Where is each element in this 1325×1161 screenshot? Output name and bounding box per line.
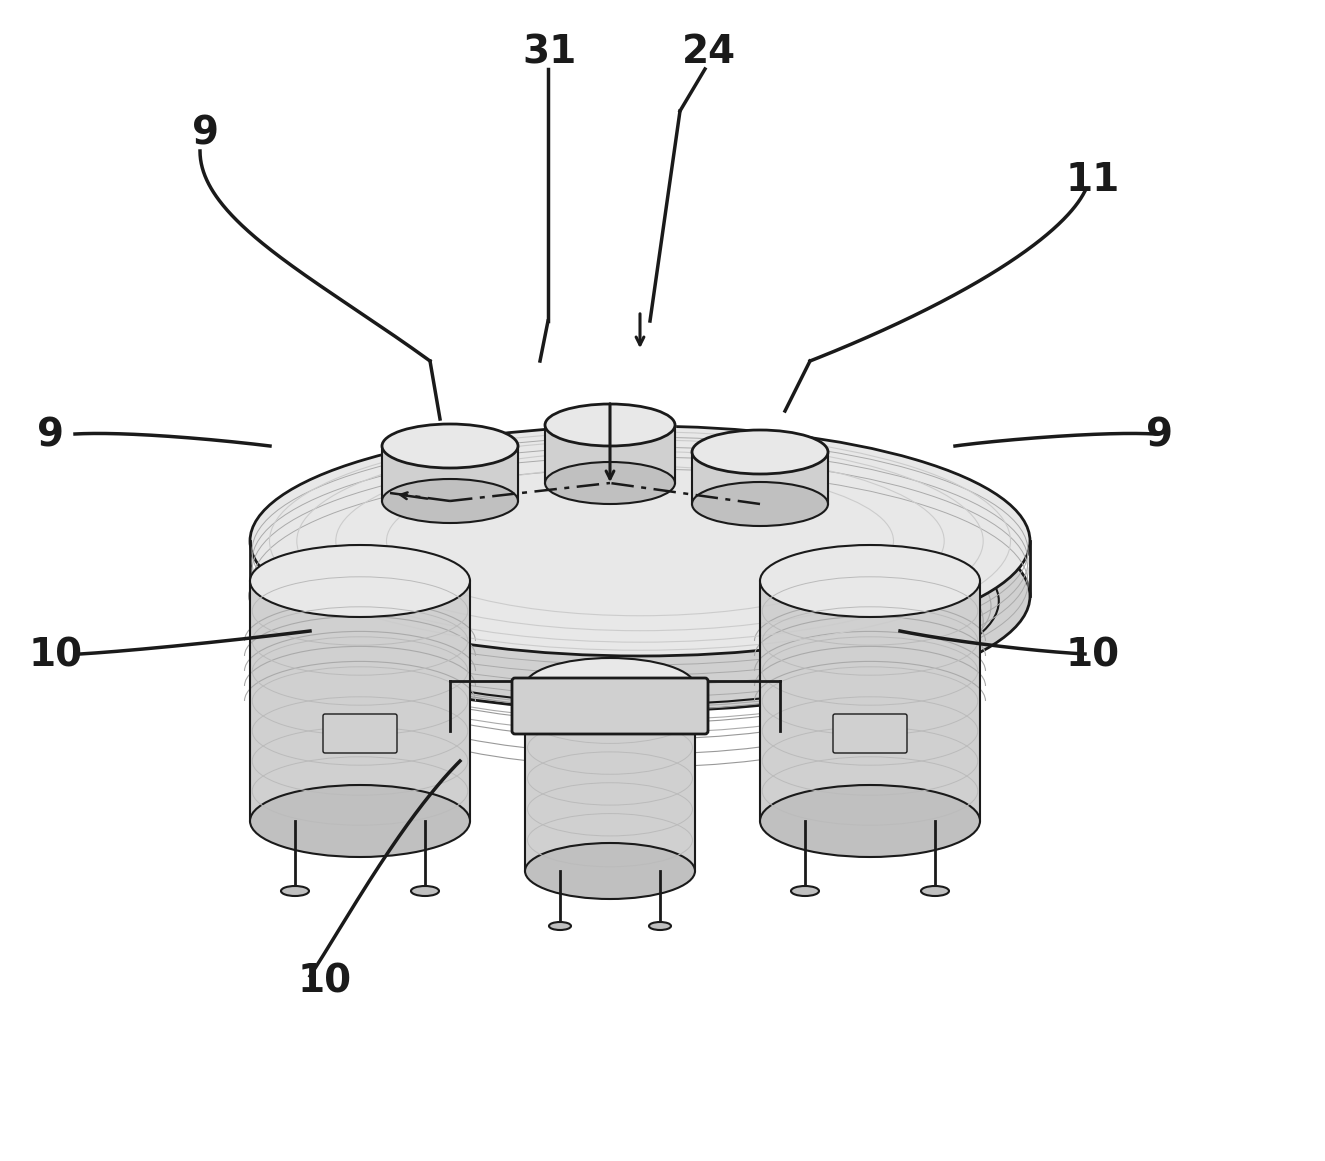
Ellipse shape bbox=[281, 886, 309, 896]
Ellipse shape bbox=[761, 785, 980, 857]
Text: 10: 10 bbox=[29, 637, 82, 675]
Polygon shape bbox=[525, 686, 696, 871]
Ellipse shape bbox=[250, 426, 1030, 656]
Text: 10: 10 bbox=[1067, 637, 1120, 675]
Ellipse shape bbox=[281, 498, 999, 705]
Ellipse shape bbox=[250, 545, 470, 616]
Ellipse shape bbox=[649, 922, 670, 930]
Ellipse shape bbox=[692, 482, 828, 526]
Ellipse shape bbox=[692, 430, 828, 474]
Ellipse shape bbox=[382, 479, 518, 522]
Polygon shape bbox=[761, 580, 980, 821]
Ellipse shape bbox=[411, 886, 439, 896]
FancyBboxPatch shape bbox=[323, 714, 398, 753]
Ellipse shape bbox=[791, 886, 819, 896]
Ellipse shape bbox=[525, 658, 696, 714]
FancyBboxPatch shape bbox=[833, 714, 908, 753]
FancyBboxPatch shape bbox=[511, 678, 708, 734]
Text: 10: 10 bbox=[298, 962, 351, 1000]
Text: 9: 9 bbox=[1146, 417, 1173, 454]
Ellipse shape bbox=[545, 462, 674, 504]
Polygon shape bbox=[250, 580, 470, 821]
Text: 9: 9 bbox=[192, 115, 219, 152]
Text: 24: 24 bbox=[682, 34, 735, 71]
Ellipse shape bbox=[382, 424, 518, 468]
Text: 11: 11 bbox=[1067, 161, 1120, 199]
Text: 31: 31 bbox=[523, 34, 576, 71]
Ellipse shape bbox=[921, 886, 949, 896]
Ellipse shape bbox=[525, 843, 696, 899]
Ellipse shape bbox=[545, 404, 674, 446]
Ellipse shape bbox=[250, 785, 470, 857]
Ellipse shape bbox=[549, 922, 571, 930]
Ellipse shape bbox=[250, 481, 1030, 711]
Ellipse shape bbox=[761, 545, 980, 616]
Text: 9: 9 bbox=[37, 417, 64, 454]
